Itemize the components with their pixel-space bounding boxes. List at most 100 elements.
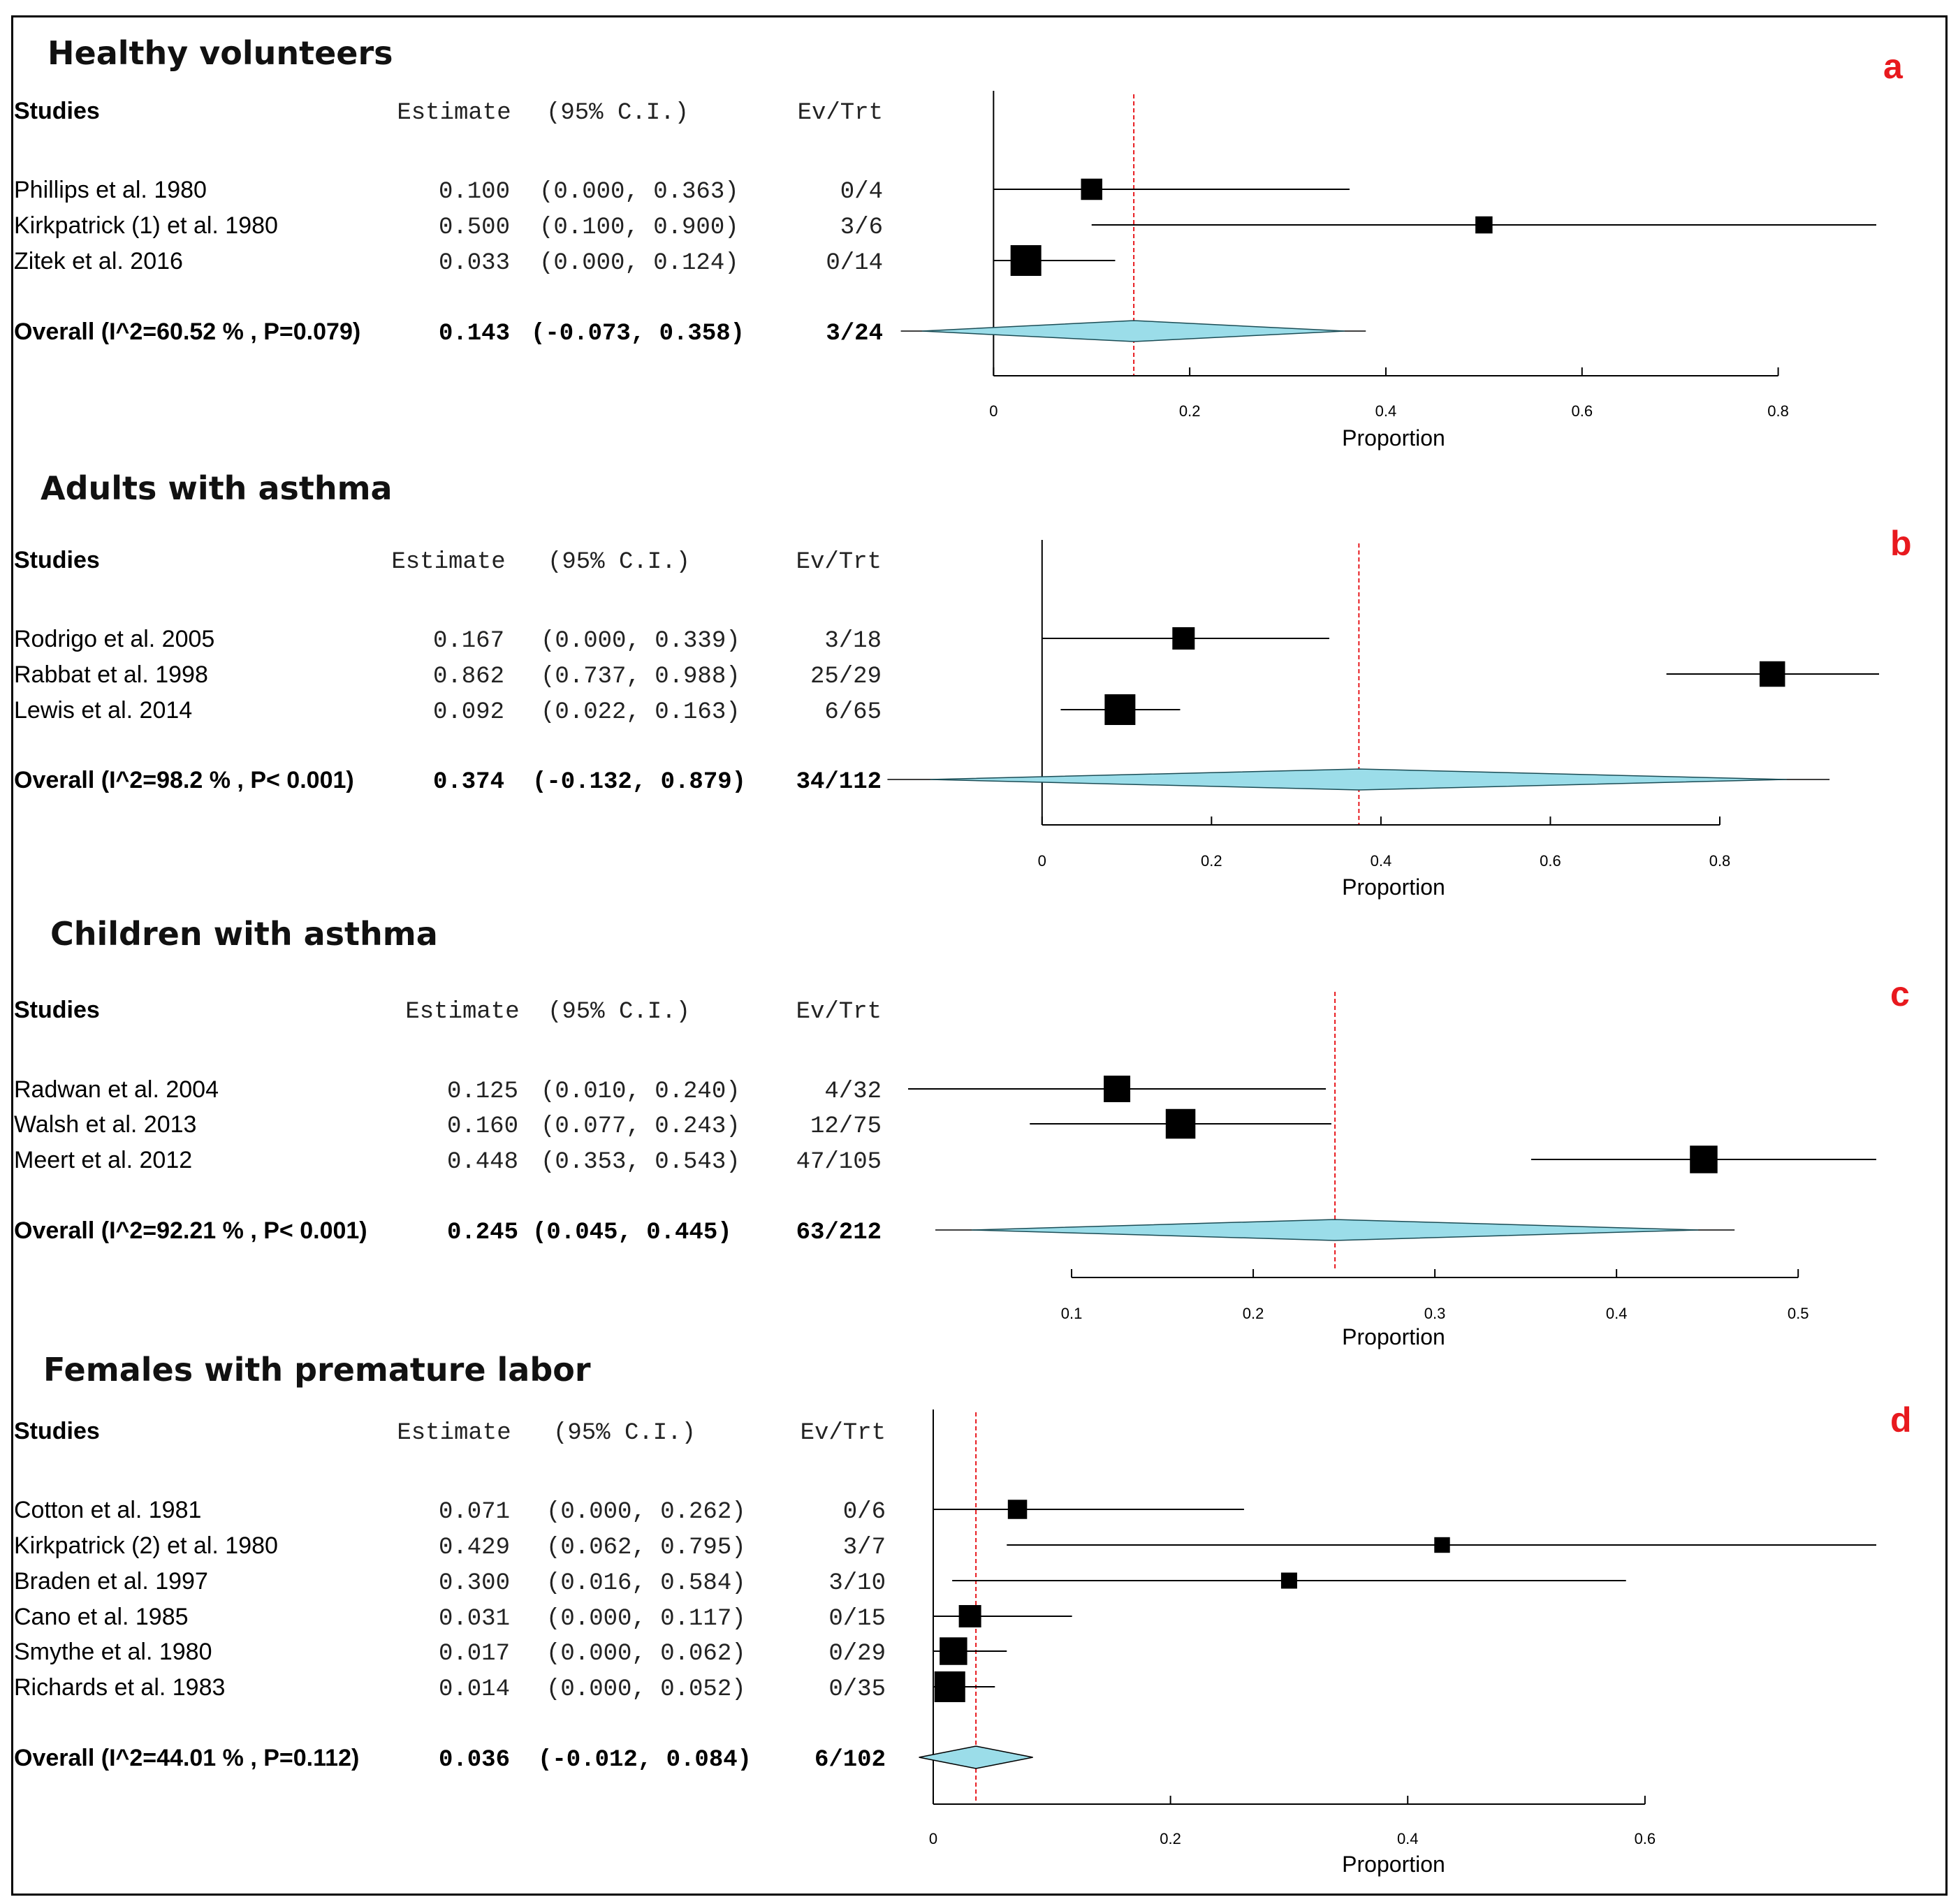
overall-label: Overall (I^2=98.2 % , P< 0.001) [14,767,354,793]
study-estimate: 0.014 [439,1676,510,1703]
study-evtrt: 0/6 [843,1499,886,1525]
header-estimate: Estimate [397,1420,511,1447]
study-name: Kirkpatrick (1) et al. 1980 [14,212,278,239]
study-ci: (0.000, 0.339) [541,628,740,654]
panel-letter: d [1890,1400,1912,1440]
x-tick-label: 0.2 [1243,1305,1264,1322]
overall-estimate: 0.374 [433,769,504,796]
study-evtrt: 47/105 [796,1149,882,1176]
study-ci: (0.010, 0.240) [541,1078,740,1105]
overall-evtrt: 6/102 [814,1747,886,1773]
overall-diamond [930,768,1787,791]
study-ci: (0.077, 0.243) [541,1113,740,1140]
panel-letter: c [1890,974,1910,1013]
overall-label: Overall (I^2=60.52 % , P=0.079) [14,318,360,345]
study-point [934,1671,965,1702]
panel-title: Healthy volunteers [48,34,393,72]
x-tick-label: 0.4 [1371,852,1392,870]
overall-evtrt: 34/112 [796,769,882,796]
study-evtrt: 6/65 [824,699,882,726]
study-name: Rabbat et al. 1998 [14,661,208,688]
panel-title: Children with asthma [50,915,438,953]
panel-c: Children with asthma c Studies Estimate (95%… [14,915,1910,1349]
study-name: Braden et al. 1997 [14,1568,208,1595]
study-name: Rodrigo et al. 2005 [14,626,214,652]
study-point [940,1637,967,1665]
figure-frame [11,15,1948,1896]
overall-estimate: 0.245 [447,1220,518,1246]
study-evtrt: 0/35 [828,1676,886,1703]
study-evtrt: 3/7 [843,1535,886,1561]
study-point [1690,1145,1718,1173]
study-estimate: 0.017 [439,1641,510,1667]
study-name: Cano et al. 1985 [14,1604,189,1630]
study-ci: (0.000, 0.124) [539,250,739,277]
study-point [1081,178,1102,200]
x-axis-label: Proportion [1342,425,1445,451]
header-studies: Studies [14,997,100,1023]
study-point [1010,245,1042,276]
x-tick-label: 0.4 [1606,1305,1628,1322]
x-tick-label: 0.6 [1571,402,1593,420]
panel-letter: b [1890,524,1912,563]
x-tick-label: 0.6 [1540,852,1561,870]
x-tick-label: 0.8 [1767,402,1789,420]
overall-evtrt: 63/212 [796,1220,882,1246]
header-evtrt: Ev/Trt [796,549,882,576]
x-axis-label: Proportion [1342,1324,1445,1349]
study-point [1759,661,1785,687]
overall-ci: (0.045, 0.445) [532,1220,732,1246]
study-evtrt: 3/18 [824,628,882,654]
x-tick-label: 0.8 [1709,852,1731,870]
study-name: Richards et al. 1983 [14,1674,225,1701]
study-point [1104,694,1136,725]
overall-evtrt: 3/24 [826,321,883,347]
header-evtrt: Ev/Trt [796,999,882,1025]
study-evtrt: 0/4 [840,179,883,205]
x-tick-label: 0 [1038,852,1046,870]
study-name: Cotton et al. 1981 [14,1497,201,1523]
x-tick-label: 0.4 [1397,1830,1419,1847]
study-point [1007,1500,1028,1519]
study-name: Lewis et al. 2014 [14,697,192,724]
panel-title: Adults with asthma [41,469,393,507]
study-point [1165,1108,1196,1139]
overall-diamond [971,1219,1699,1241]
panel-title: Females with premature labor [43,1351,591,1389]
panel-letter: a [1883,47,1904,86]
study-ci: (0.062, 0.795) [546,1535,746,1561]
study-ci: (0.000, 0.052) [546,1676,746,1703]
study-evtrt: 4/32 [824,1078,882,1105]
study-estimate: 0.125 [447,1078,518,1105]
study-estimate: 0.160 [447,1113,518,1140]
header-studies: Studies [14,98,100,124]
study-evtrt: 0/29 [828,1641,886,1667]
header-evtrt: Ev/Trt [801,1420,886,1447]
x-axis-label: Proportion [1342,874,1445,900]
overall-diamond [919,1745,1033,1769]
x-tick-label: 0.3 [1424,1305,1446,1322]
study-ci: (0.022, 0.163) [541,699,740,726]
overall-ci: (-0.012, 0.084) [538,1747,752,1773]
panel-b: Adults with asthma b Studies Estimate (95% C… [14,469,1912,900]
x-tick-label: 0 [989,402,998,420]
header-studies: Studies [14,547,100,573]
study-point [1434,1537,1450,1553]
header-ci: (95% C.I.) [548,549,690,576]
x-tick-label: 0.2 [1160,1830,1181,1847]
study-name: Kirkpatrick (2) et al. 1980 [14,1532,278,1559]
x-tick-label: 0.2 [1201,852,1222,870]
study-evtrt: 3/10 [828,1570,886,1597]
study-ci: (0.000, 0.117) [546,1606,746,1632]
study-point [1475,216,1493,234]
study-name: Meert et al. 2012 [14,1147,192,1173]
x-tick-label: 0 [929,1830,937,1847]
panel-d: Females with premature labor d Studies Esti… [14,1351,1912,1877]
study-estimate: 0.429 [439,1535,510,1561]
study-point [1172,627,1195,650]
overall-ci: (-0.132, 0.879) [532,769,746,796]
study-point [1104,1076,1131,1102]
overall-label: Overall (I^2=92.21 % , P< 0.001) [14,1217,367,1244]
study-ci: (0.000, 0.363) [539,179,739,205]
header-estimate: Estimate [405,999,519,1025]
